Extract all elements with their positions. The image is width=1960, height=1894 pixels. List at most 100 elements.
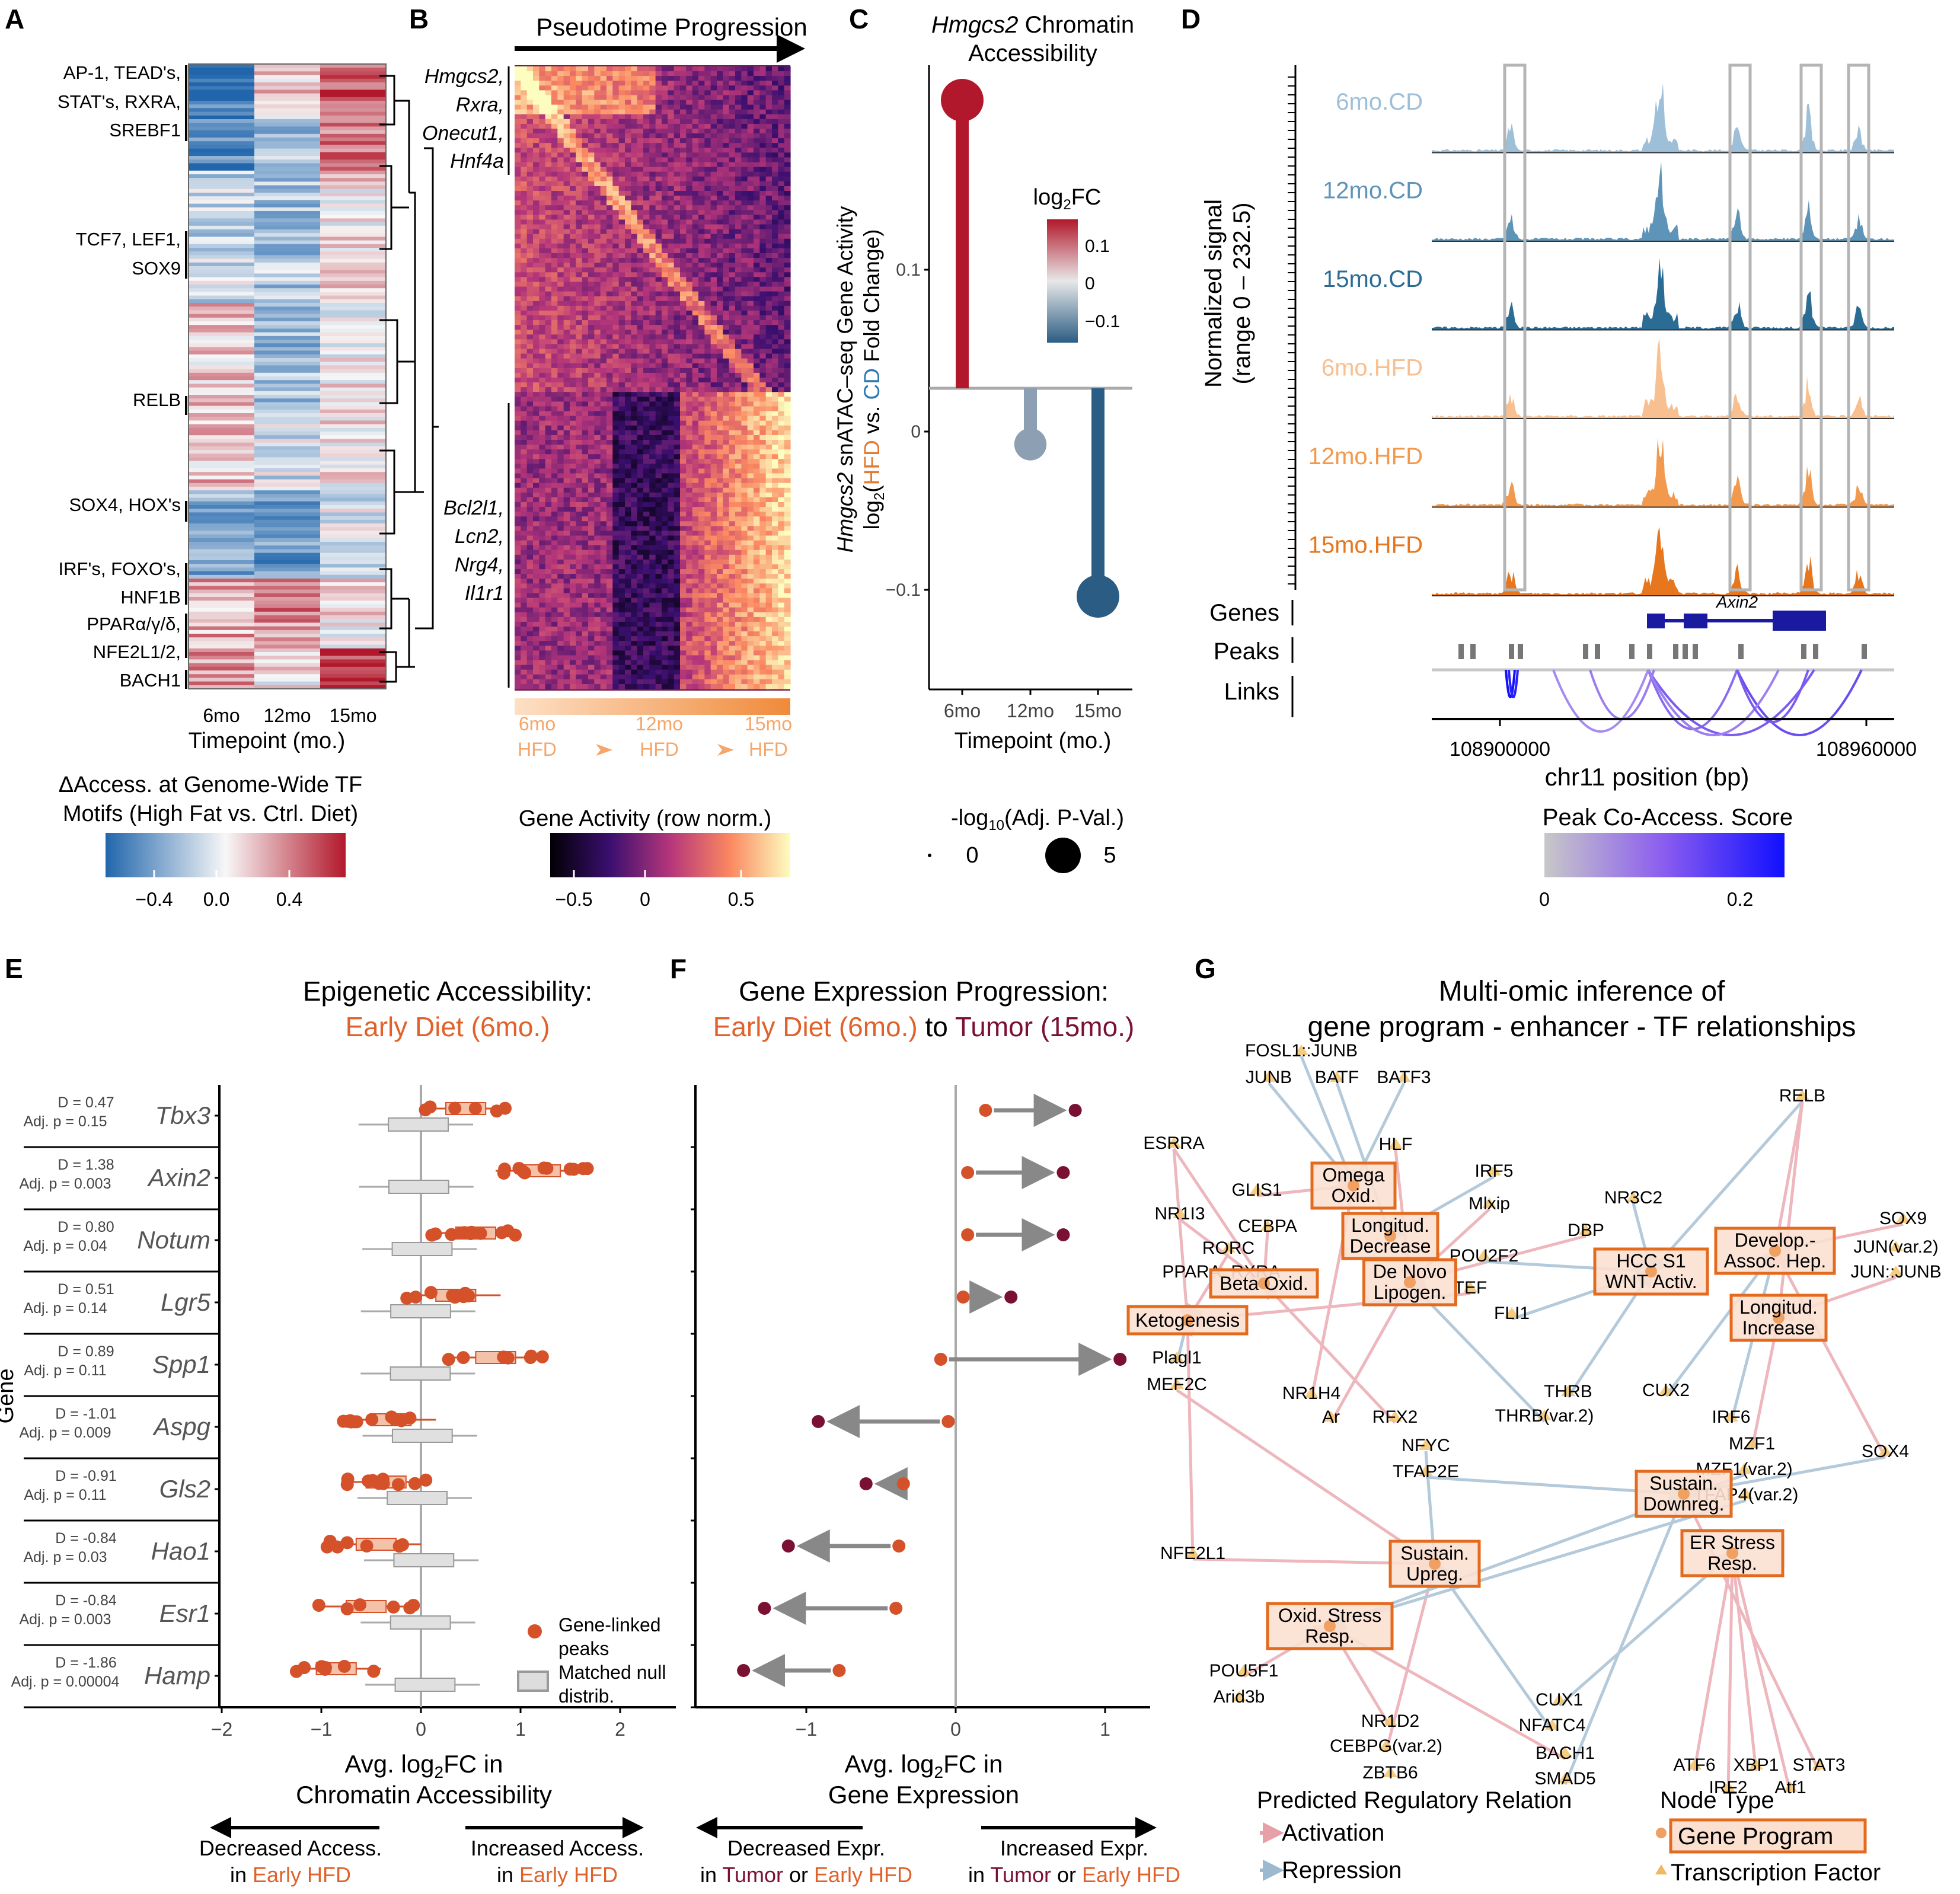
gene-activity-cell — [668, 411, 675, 417]
gene-activity-cell — [747, 516, 754, 522]
heatmap-a-cell — [254, 534, 320, 539]
gene-activity-cell — [778, 138, 785, 143]
gene-activity-cell — [526, 219, 534, 225]
gene-activity-cell — [631, 330, 638, 335]
gene-activity-cell — [741, 492, 748, 498]
tf-row-label: SREBF1 — [109, 120, 181, 140]
gene-activity-cell — [625, 526, 631, 532]
gene-activity-cell — [551, 219, 558, 225]
gene-activity-cell — [704, 296, 711, 302]
gene-activity-cell — [784, 363, 791, 369]
gene-activity-cell — [588, 334, 595, 340]
gene-activity-cell — [526, 305, 534, 311]
gene-activity-cell — [673, 526, 681, 532]
gene-activity-cell — [680, 406, 687, 412]
gene-activity-cell — [594, 263, 601, 268]
gene-activity-cell — [710, 349, 717, 354]
gene-activity-cell — [668, 162, 675, 168]
gene-activity-cell — [631, 397, 638, 402]
heatmap-a-cell — [320, 641, 386, 646]
gene-activity-cell — [710, 516, 717, 522]
gene-activity-cell — [735, 291, 742, 297]
heatmap-a-cell — [254, 432, 320, 436]
gene-activity-cell — [723, 310, 730, 316]
gene-activity-cell — [570, 219, 576, 225]
gene-activity-cell — [637, 133, 644, 139]
gene-activity-cell — [557, 253, 564, 258]
gene-activity-cell — [747, 181, 754, 187]
gene-activity-cell — [637, 349, 644, 354]
gene-activity-cell — [710, 401, 717, 407]
gene-activity-cell — [747, 129, 754, 134]
gene-activity-cell — [600, 109, 607, 115]
gene-activity-cell — [557, 291, 564, 297]
gene-activity-cell — [655, 478, 662, 484]
gene-activity-cell — [526, 459, 534, 464]
gene-activity-cell — [539, 167, 546, 173]
gene-activity-cell — [692, 109, 699, 115]
gene-activity-cell — [717, 497, 723, 503]
gene-activity-cell — [747, 406, 754, 412]
gene-activity-cell — [747, 138, 754, 143]
gene-activity-cell — [680, 430, 687, 436]
gene-activity-cell — [631, 282, 638, 288]
heatmap-a-cell — [189, 622, 254, 627]
gene-activity-cell — [698, 445, 705, 450]
gene-activity-cell — [576, 531, 583, 536]
gene-activity-cell — [717, 372, 723, 378]
heatmap-a-cell — [189, 685, 254, 689]
heatmap-a-cell — [254, 487, 320, 491]
gene-activity-cell — [545, 344, 552, 350]
gene-activity-cell — [741, 219, 748, 225]
gene-activity-cell — [649, 104, 656, 110]
gene-activity-cell — [673, 492, 681, 498]
gene-activity-cell — [545, 186, 552, 191]
gene-activity-cell — [772, 123, 778, 129]
gene-activity-cell — [588, 531, 595, 536]
gene-activity-cell — [784, 123, 791, 129]
gene-activity-cell — [618, 196, 625, 201]
gene-activity-cell — [655, 516, 662, 522]
heatmap-a-cell — [320, 340, 386, 344]
gene-activity-cell — [735, 104, 742, 110]
gene-activity-cell — [784, 104, 791, 110]
gene-activity-cell — [765, 420, 772, 426]
gene-activity-cell — [606, 119, 613, 124]
gene-activity-cell — [723, 296, 730, 302]
gene-activity-cell — [668, 478, 675, 484]
gene-activity-cell — [570, 531, 576, 536]
gene-activity-cell — [606, 416, 613, 421]
gene-activity-cell — [759, 291, 767, 297]
gene-activity-cell — [710, 502, 717, 507]
gene-activity-cell — [557, 109, 564, 115]
gene-activity-cell — [612, 123, 620, 129]
gene-activity-cell — [545, 263, 552, 268]
gene-activity-cell — [606, 253, 613, 258]
heatmap-a-cell — [254, 211, 320, 215]
gene-activity-cell — [625, 215, 631, 221]
gene-activity-cell — [637, 263, 644, 268]
gene-activity-cell — [754, 339, 760, 345]
gene-activity-cell — [563, 512, 570, 517]
gene-activity-cell — [600, 143, 607, 148]
heatmap-a-cell — [320, 90, 386, 94]
gene-activity-cell — [704, 258, 711, 263]
gene-activity-cell — [588, 171, 595, 177]
gene-activity-cell — [631, 229, 638, 235]
gene-activity-cell — [710, 464, 717, 469]
gene-activity-cell — [735, 531, 742, 536]
gene-activity-cell — [539, 66, 546, 72]
gene-activity-cell — [588, 291, 595, 297]
gene-activity-cell — [521, 416, 528, 421]
gene-activity-cell — [729, 272, 736, 277]
gene-activity-cell — [765, 310, 772, 316]
gene-activity-cell — [588, 526, 595, 532]
gene-activity-cell — [618, 109, 625, 115]
gene-activity-cell — [643, 71, 650, 76]
gene-activity-cell — [618, 492, 625, 498]
gene-activity-cell — [673, 181, 681, 187]
gene-activity-cell — [692, 286, 699, 292]
gene-activity-cell — [680, 325, 687, 330]
gene-activity-cell — [539, 521, 546, 526]
gene-activity-cell — [759, 392, 767, 397]
